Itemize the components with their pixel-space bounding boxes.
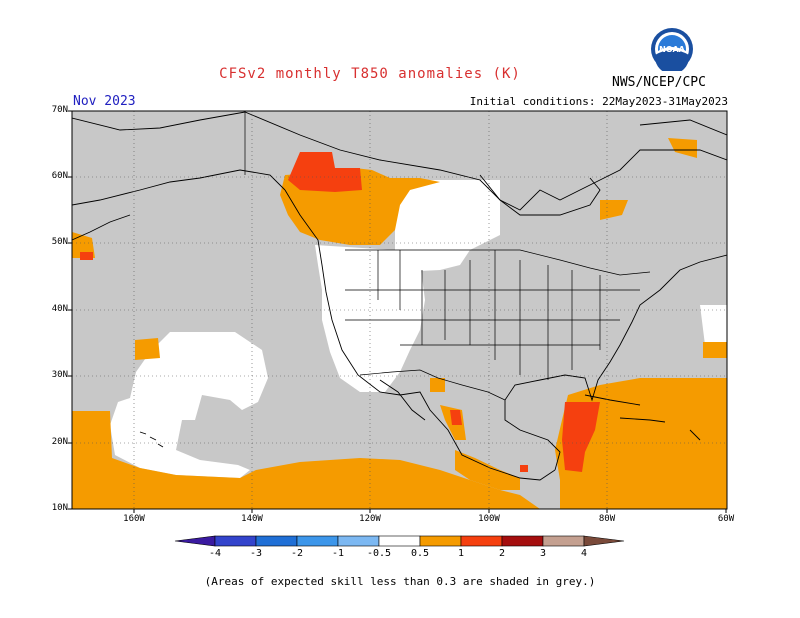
lat-label: 20N — [51, 437, 68, 447]
lon-label: 160W — [123, 514, 145, 524]
colorbar-label: -1 — [331, 548, 345, 559]
colorbar — [174, 535, 625, 547]
colorbar-label: 3 — [539, 548, 547, 559]
warm-anomaly-red — [80, 152, 600, 472]
colorbar-seg-05-1 — [419, 535, 462, 547]
lat-label: 50N — [51, 237, 68, 247]
colorbar-seg-gt4 — [583, 535, 625, 547]
lon-label: 80W — [598, 514, 616, 524]
colorbar-seg-3-4 — [542, 535, 585, 547]
forecast-month: Nov 2023 — [73, 94, 136, 109]
coastlines — [72, 111, 727, 481]
colorbar-label: 1 — [457, 548, 465, 559]
colorbar-seg-3-2 — [255, 535, 298, 547]
lon-label: 120W — [359, 514, 381, 524]
lat-label: 70N — [51, 105, 68, 115]
colorbar-label: -2 — [290, 548, 304, 559]
colorbar-seg-1-05 — [337, 535, 380, 547]
colorbar-label: -4 — [208, 548, 222, 559]
colorbar-seg-neutral — [378, 535, 421, 547]
page-title: CFSv2 monthly T850 anomalies (K) — [219, 66, 521, 82]
colorbar-label: 2 — [498, 548, 506, 559]
colorbar-label: 4 — [580, 548, 588, 559]
colorbar-label: -0.5 — [366, 548, 392, 559]
colorbar-seg-2-1 — [296, 535, 339, 547]
skill-footnote: (Areas of expected skill less than 0.3 a… — [204, 575, 596, 588]
colorbar-seg-lt4 — [174, 535, 216, 547]
colorbar-seg-1-2 — [460, 535, 503, 547]
near-zero-regions — [110, 180, 727, 478]
colorbar-label: 0.5 — [410, 548, 430, 559]
colorbar-label: -3 — [249, 548, 263, 559]
lat-label: 60N — [51, 171, 68, 181]
noaa-logo: NOAA — [650, 27, 694, 74]
axis-ticks — [68, 110, 727, 513]
lat-label: 30N — [51, 370, 68, 380]
initial-conditions: Initial conditions: 22May2023-31May2023 — [469, 95, 728, 108]
borders — [244, 111, 651, 401]
lon-label: 100W — [478, 514, 500, 524]
colorbar-seg-2-3 — [501, 535, 544, 547]
agency-label: NWS/NCEP/CPC — [612, 75, 706, 90]
lat-label: 40N — [51, 304, 68, 314]
logo-text: NOAA — [659, 45, 685, 54]
lat-label: 10N — [51, 503, 68, 513]
lon-label: 60W — [717, 514, 735, 524]
colorbar-seg-4-3 — [214, 535, 257, 547]
lon-label: 140W — [241, 514, 263, 524]
